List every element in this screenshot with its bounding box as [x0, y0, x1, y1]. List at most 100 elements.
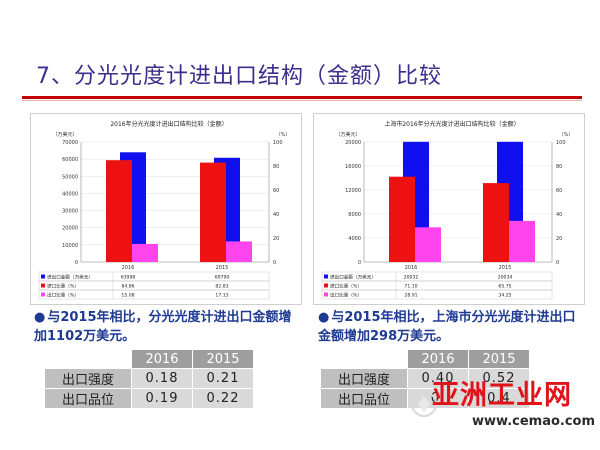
cell-2015: 0.52 [468, 368, 530, 389]
y-tick-label: 4000 [348, 236, 361, 242]
metrics-table-national: 2016 2015 出口强度 0.18 0.21 出口品位 0.19 0.22 [44, 349, 254, 409]
legend-swatch [324, 274, 328, 279]
y2-axis-label: （%） [276, 132, 291, 138]
y2-tick-label: 60 [273, 188, 279, 194]
row-label: 出口强度 [320, 368, 408, 389]
chart-title: 上海市2016年分光光度计进出口结构比较（金额） [384, 120, 519, 128]
legend-swatch [41, 283, 45, 288]
y-tick-label: 40000 [62, 191, 78, 197]
y-tick-label: 16000 [345, 164, 361, 170]
chart-panel-national: 2016年分光光度计进出口结构比较（金额） （万美元） （%） 0 10000 20000… [30, 113, 302, 305]
y-tick-label: 50000 [62, 174, 78, 180]
legend-label: 进口比重（%） [330, 283, 362, 290]
y-tick-label: 0 [75, 260, 78, 266]
row-label: 出口品位 [320, 388, 408, 409]
table-cell: 84.86 [121, 284, 134, 290]
table-cell: 20032 [404, 275, 419, 281]
y-tick-label: 20000 [62, 226, 78, 232]
row-label: 出口强度 [44, 368, 132, 389]
bullet-icon: ● [318, 310, 330, 325]
table-cell: 71.10 [404, 284, 417, 290]
table-cell: 63998 [121, 275, 136, 281]
y-tick-label: 60000 [62, 157, 78, 163]
x-tick-label: 2016 [405, 265, 418, 271]
chart-national: 2016年分光光度计进出口结构比较（金额） （万美元） （%） 0 10000 20000… [38, 120, 291, 300]
bar-import-share-2016 [389, 176, 415, 262]
x-tick-label: 2016 [122, 265, 135, 271]
bar-export-share-2015 [226, 241, 252, 262]
bullet-icon: ● [34, 310, 46, 325]
y-tick-label: 70000 [62, 140, 78, 146]
y2-tick-label: 100 [273, 140, 283, 146]
watermark-name: 亚洲工业网 [432, 380, 572, 411]
bar-export-share-2016 [415, 227, 441, 262]
y-tick-label: 30000 [62, 209, 78, 215]
y-tick-label: 12000 [345, 188, 361, 194]
legend-swatch [41, 274, 45, 279]
table-cell: 60790 [215, 275, 230, 281]
x-tick-label: 2015 [499, 265, 512, 271]
chart-shanghai: 上海市2016年分光光度计进出口结构比较（金额）（万美元） （%）04000800… [321, 120, 574, 300]
table-header-row: 2016 2015 [320, 349, 530, 369]
table-cell: 34.25 [498, 293, 511, 299]
title-divider-thin [22, 100, 582, 101]
y2-tick-label: 20 [556, 236, 562, 242]
table-row-border [38, 289, 270, 300]
y2-tick-label: 0 [556, 260, 559, 266]
y2-tick-label: 80 [273, 164, 279, 170]
y2-tick-label: 80 [556, 164, 562, 170]
table-header-row: 2016 2015 [44, 349, 254, 369]
caption-shanghai: ● 与2015年相比，上海市分光光度计进出口金额增加298万美元。 [318, 308, 588, 346]
slide-title: 7、分光光度计进出口结构（金额）比较 [36, 64, 442, 89]
cell-2016: 0.18 [131, 368, 193, 389]
legend-label: 出口比重（%） [47, 292, 79, 299]
cell-2015: 0.22 [192, 388, 254, 409]
bar-import-share-2015 [200, 162, 226, 262]
y-tick-label: 0 [358, 260, 361, 266]
caption-shanghai-text: 与2015年相比，上海市分光光度计进出口金额增加298万美元。 [318, 310, 576, 344]
legend-label: 进出口金额（万美元） [330, 274, 376, 281]
table-header-2015: 2015 [468, 349, 530, 369]
cell-2015: 0.21 [192, 368, 254, 389]
caption-national-text: 与2015年相比，分光光度计进出口金额增加1102万美元。 [34, 310, 292, 344]
table-cell: 17.13 [215, 293, 228, 299]
table-cell: 82.83 [215, 284, 228, 290]
y-tick-label: 20000 [345, 140, 361, 146]
title-divider [22, 96, 582, 99]
y2-tick-label: 20 [273, 236, 279, 242]
table-row-border [321, 289, 553, 300]
table-header-2016: 2016 [131, 349, 193, 369]
bar-import-share-2016 [106, 160, 132, 262]
table-header-empty [44, 349, 132, 369]
legend-swatch [324, 283, 328, 288]
bar-import-share-2015 [483, 183, 509, 262]
caption-national: ● 与2015年相比，分光光度计进出口金额增加1102万美元。 [34, 308, 304, 346]
watermark-url: www.cemao.com [472, 414, 596, 429]
table-header-2016: 2016 [407, 349, 469, 369]
legend-swatch [324, 292, 328, 297]
cell-2016: 0.40 [407, 368, 469, 389]
table-row: 出口品位 0.19 0.22 [44, 388, 254, 409]
table-cell: 15.08 [121, 293, 134, 299]
legend-label: 出口比重（%） [330, 292, 362, 299]
table-header-empty [320, 349, 408, 369]
y2-tick-label: 0 [273, 260, 276, 266]
chart-panel-shanghai: 上海市2016年分光光度计进出口结构比较（金额） （万美元） （%） 0 4000 800… [313, 113, 585, 305]
y-tick-label: 8000 [348, 212, 361, 218]
bar-export-share-2016 [132, 243, 158, 262]
table-cell: 28.91 [404, 293, 417, 299]
y2-tick-label: 40 [273, 212, 279, 218]
y2-tick-label: 100 [556, 140, 566, 146]
watermark-logo-icon [411, 391, 437, 417]
y-tick-label: 10000 [62, 243, 78, 249]
table-header-2015: 2015 [192, 349, 254, 369]
y2-tick-label: 40 [556, 212, 562, 218]
legend-swatch [41, 292, 45, 297]
table-cell: 65.75 [498, 284, 511, 290]
chart-title: 2016年分光光度计进出口结构比较（金额） [110, 120, 227, 128]
cell-2016: 0.19 [131, 388, 193, 409]
table-row: 出口强度 0.18 0.21 [44, 368, 254, 389]
y2-axis-label: （%） [559, 132, 574, 138]
cell-2015: 0.4 [468, 388, 530, 409]
